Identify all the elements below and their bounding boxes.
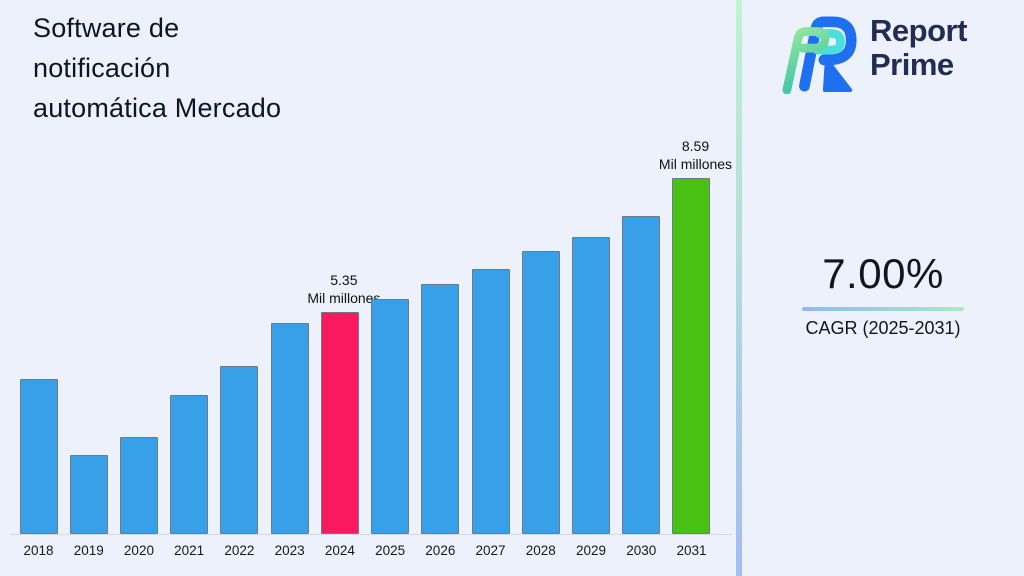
bar-2019: [69, 455, 108, 534]
bar-2023: [270, 323, 309, 534]
x-tick-2022: 2022: [224, 543, 255, 558]
report-prime-logo-icon: [782, 16, 857, 94]
bar-2030: [622, 215, 661, 534]
bar-2031: [672, 178, 711, 534]
page-title: Software de notificación automática Merc…: [33, 13, 282, 123]
cagr-label: CAGR (2025-2031): [805, 318, 961, 338]
bar-2026: [421, 284, 460, 534]
x-tick-2027: 2027: [475, 543, 506, 558]
x-tick-2029: 2029: [575, 543, 607, 558]
x-tick-2024: 2024: [324, 543, 355, 558]
data-label-2024: 5.35 Mil millones: [307, 272, 381, 307]
bar-2029: [572, 236, 611, 534]
x-tick-2028: 2028: [525, 543, 556, 558]
data-label-2031: 8.59 Mil millones: [658, 138, 733, 173]
bar-2028: [521, 251, 560, 534]
logo-text-line1: Report: [870, 13, 967, 48]
x-tick-2018: 2018: [23, 543, 54, 558]
bar-2020: [119, 437, 158, 534]
bar-2018: [19, 378, 58, 534]
bar-2027: [471, 269, 510, 534]
x-tick-2031: 2031: [676, 543, 707, 558]
cagr-value: 7.00%: [822, 250, 944, 297]
cagr-underline: [802, 307, 964, 311]
x-tick-2019: 2019: [73, 543, 104, 558]
x-axis-line: [10, 534, 732, 535]
logo-text-line2: Prime: [870, 47, 954, 82]
x-tick-2026: 2026: [425, 543, 456, 558]
logo-wordmark: Report Prime: [870, 12, 967, 82]
bar-2025: [371, 299, 410, 534]
bar-chart: 2018 2019 2020 2021 2022 2023 2024 5.35 Mil mil…: [10, 0, 736, 576]
x-tick-2025: 2025: [375, 543, 406, 558]
x-tick-2021: 2021: [174, 543, 205, 558]
x-tick-2020: 2020: [123, 543, 154, 558]
report-prime-logo: Report Prime: [781, 12, 967, 94]
cagr-panel: 7.00% CAGR (2025-2031): [760, 250, 1006, 339]
section-divider: [736, 0, 742, 576]
bar-2021: [170, 394, 209, 534]
x-tick-2023: 2023: [274, 543, 305, 558]
bar-2024: [320, 312, 359, 534]
x-tick-2030: 2030: [626, 543, 657, 558]
bar-2022: [220, 365, 259, 534]
